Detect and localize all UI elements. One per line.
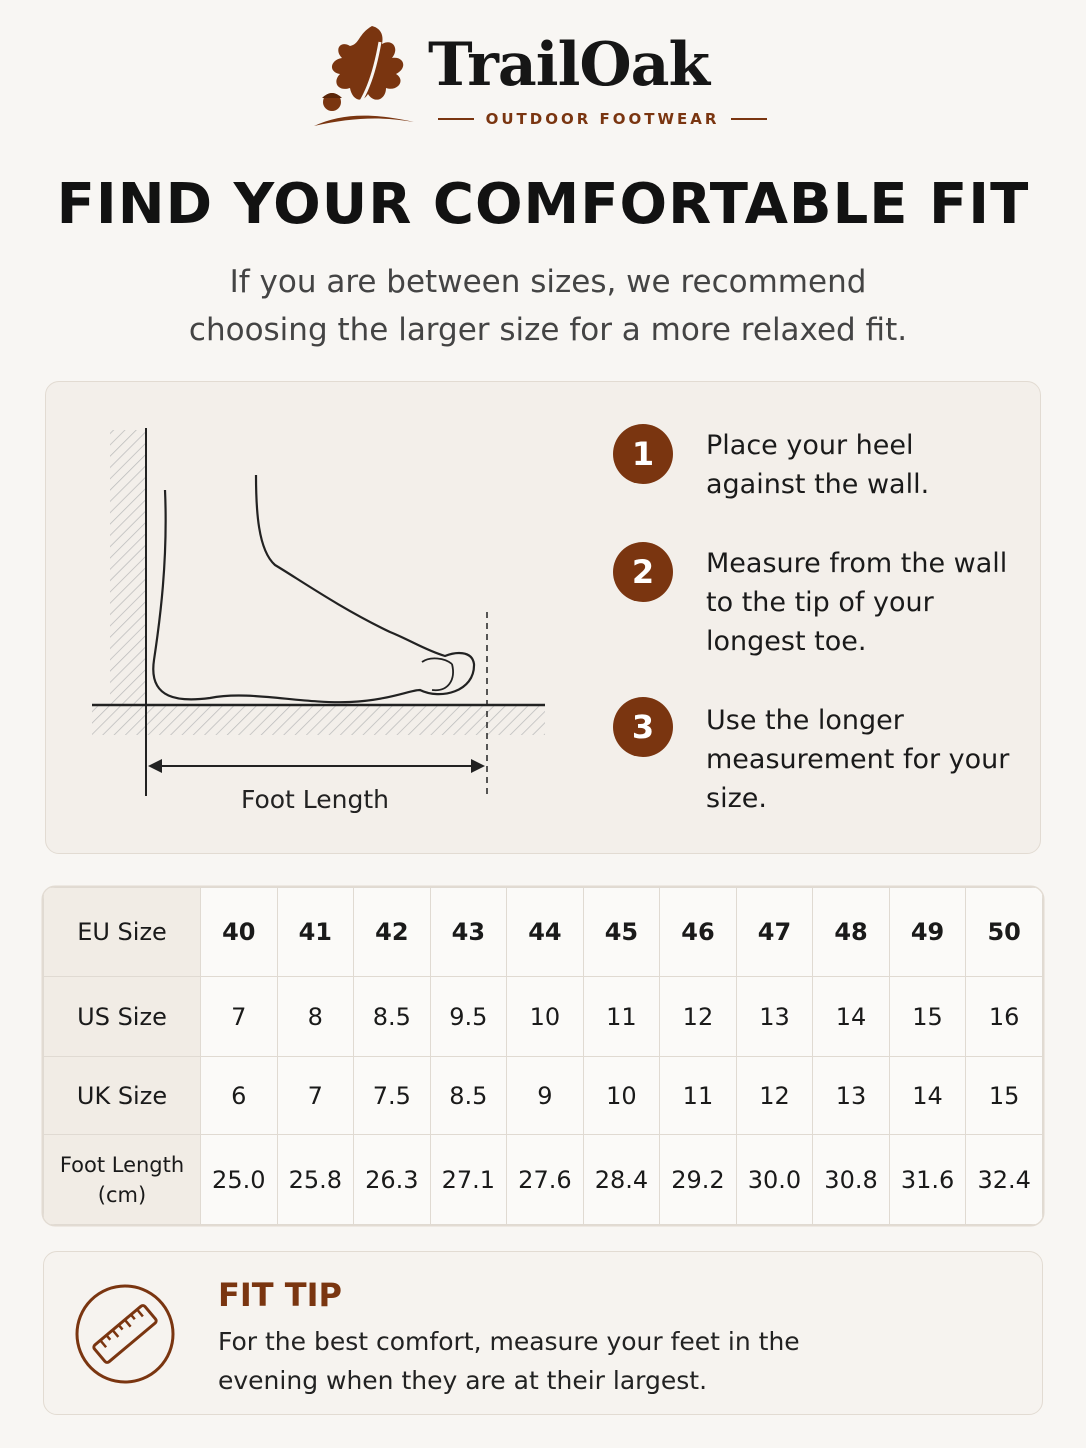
table-cell: 15: [965, 1056, 1043, 1135]
row-header: Foot Length (cm): [43, 1134, 201, 1225]
table-cell: 6: [200, 1056, 278, 1135]
table-cell: 9.5: [429, 976, 508, 1057]
table-cell: 50: [965, 887, 1043, 977]
logo-leaf: [314, 26, 414, 126]
table-cell: 25.8: [276, 1134, 355, 1225]
subtitle: If you are between sizes, we recommend c…: [188, 264, 908, 348]
table-cell: 28.4: [582, 1134, 661, 1225]
table-cell: 42: [353, 887, 431, 977]
table-cell: 9: [506, 1056, 584, 1135]
table-cell: 13: [735, 976, 814, 1057]
table-cell: 30.8: [812, 1134, 890, 1225]
table-cell: 15: [888, 976, 967, 1057]
step-text: Place your heel against the wall.: [706, 430, 930, 500]
table-cell: 16: [965, 976, 1043, 1057]
table-cell: 8.5: [429, 1056, 508, 1135]
table-cell: 27.6: [506, 1134, 584, 1225]
table-cell: 12: [659, 976, 737, 1057]
table-cell: 8.5: [353, 976, 431, 1057]
size-table: EU Size 40 41 42 43 44 45 46 47 48 49 50 US Size 7 8 8.…: [43, 887, 1043, 1225]
step-number: 3: [613, 697, 673, 757]
table-cell: 32.4: [965, 1134, 1043, 1225]
table-cell: 11: [659, 1056, 737, 1135]
foot-diagram: Foot Length: [92, 428, 545, 814]
table-cell: 47: [735, 887, 814, 977]
measure-panel: [45, 381, 1041, 854]
brand-tagline: OUTDOOR FOOTWEAR: [430, 110, 775, 128]
page-title: FIND YOUR COMFORTABLE FIT: [56, 172, 1030, 237]
table-cell: 14: [812, 976, 890, 1057]
table-row: Foot Length (cm) 25.0 25.8 26.3 27.1 27.6 28.4…: [43, 1134, 1043, 1225]
diagram-label: Foot Length: [241, 785, 389, 814]
row-header: EU Size: [43, 887, 201, 977]
table-cell: 12: [735, 1056, 814, 1135]
step-number: 2: [613, 542, 673, 602]
table-body: EU Size 40 41 42 43 44 45 46 47 48 49 50 US Size 7 8 8.…: [43, 887, 1043, 1225]
table-cell: 45: [582, 887, 661, 977]
table-cell: 27.1: [429, 1134, 508, 1225]
table-cell: 30.0: [735, 1134, 814, 1225]
row-header: UK Size: [43, 1056, 201, 1135]
table-cell: 14: [888, 1056, 967, 1135]
table-cell: 8: [276, 976, 355, 1057]
table-cell: 31.6: [888, 1134, 967, 1225]
step-text: Use the longer measurement for your size…: [706, 705, 1010, 814]
table-cell: 10: [506, 976, 584, 1057]
table-cell: 13: [812, 1056, 890, 1135]
table-row: UK Size 6 7 7.5 8.5 9 10 11 12 13 14 15: [43, 1056, 1043, 1135]
table-cell: 48: [812, 887, 890, 977]
row-header: US Size: [43, 976, 201, 1057]
table-cell: 46: [659, 887, 737, 977]
table-cell: 11: [582, 976, 661, 1057]
step-text: Measure from the wall to the tip of your…: [706, 548, 1008, 657]
tip-text: For the best comfort, measure your feet …: [218, 1327, 800, 1395]
table-cell: 10: [582, 1056, 661, 1135]
tip-panel: [43, 1251, 1043, 1415]
table-cell: 29.2: [659, 1134, 737, 1225]
brand-name: TrailOak: [428, 30, 710, 100]
table-row: US Size 7 8 8.5 9.5 10 11 12 13 14 15 16: [43, 976, 1043, 1057]
table-cell: 41: [276, 887, 355, 977]
table-row: EU Size 40 41 42 43 44 45 46 47 48 49 50: [43, 887, 1043, 977]
table-cell: 7: [276, 1056, 355, 1135]
table-cell: 26.3: [353, 1134, 431, 1225]
table-cell: 49: [888, 887, 967, 977]
ruler-icon: [75, 1284, 175, 1384]
table-cell: 7: [200, 976, 278, 1057]
step-number: 1: [613, 424, 673, 484]
tagline-text: OUTDOOR FOOTWEAR: [485, 110, 720, 128]
table-cell: 44: [506, 887, 584, 977]
tip-title: FIT TIP: [218, 1276, 342, 1314]
table-cell: 25.0: [200, 1134, 278, 1225]
table-cell: 40: [200, 887, 278, 977]
table-cell: 7.5: [353, 1056, 431, 1135]
table-cell: 43: [429, 887, 508, 977]
